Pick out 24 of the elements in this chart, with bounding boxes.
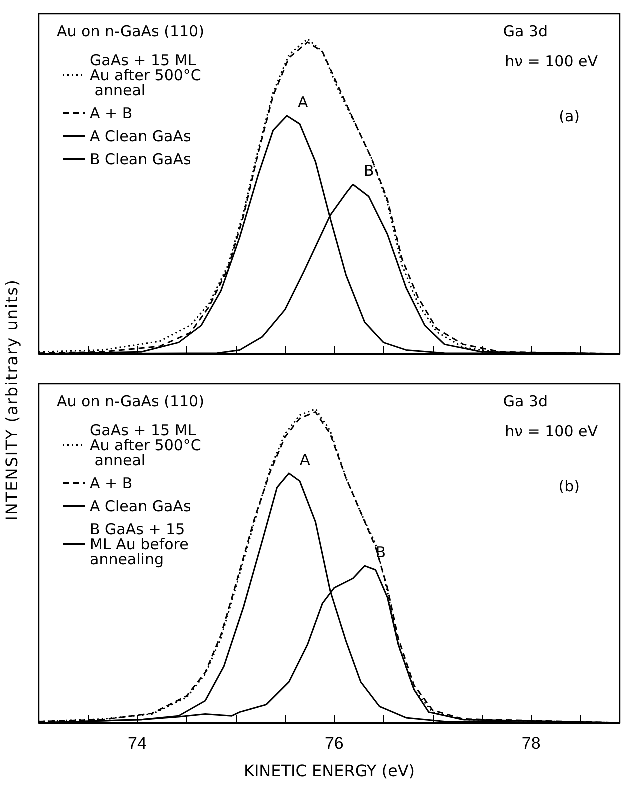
legend-label: A Clean GaAs xyxy=(90,498,192,516)
legend-label: GaAs + 15 ML Au after 500°C anneal xyxy=(90,422,202,470)
legend-title: Au on n-GaAs (110) xyxy=(57,392,204,410)
annotation: A xyxy=(300,450,311,469)
annotation: Ga 3d xyxy=(503,392,548,410)
y-axis-title: INTENSITY (arbitrary units) xyxy=(2,279,22,521)
x-tick-label: 74 xyxy=(128,734,147,753)
legend-label: A + B xyxy=(90,474,133,492)
legend-label: B Clean GaAs xyxy=(90,150,192,168)
annotation: hν = 100 eV xyxy=(505,422,599,440)
annotation: (b) xyxy=(558,478,580,496)
legend-title: Au on n-GaAs (110) xyxy=(57,22,204,40)
annotation: Ga 3d xyxy=(503,22,548,40)
x-axis-title: KINETIC ENERGY (eV) xyxy=(244,762,416,780)
x-tick-label: 78 xyxy=(522,734,541,753)
legend-label: B GaAs + 15 ML Au before annealing xyxy=(90,520,194,568)
legend-label: GaAs + 15 ML Au after 500°C anneal xyxy=(90,52,202,100)
annotation: (a) xyxy=(559,108,580,126)
x-tick-label: 76 xyxy=(324,734,344,753)
legend-label: A Clean GaAs xyxy=(90,128,192,146)
annotation: hν = 100 eV xyxy=(505,52,599,70)
annotation: B xyxy=(364,162,374,180)
annotation: A xyxy=(298,94,310,112)
legend-label: A + B xyxy=(90,104,133,122)
